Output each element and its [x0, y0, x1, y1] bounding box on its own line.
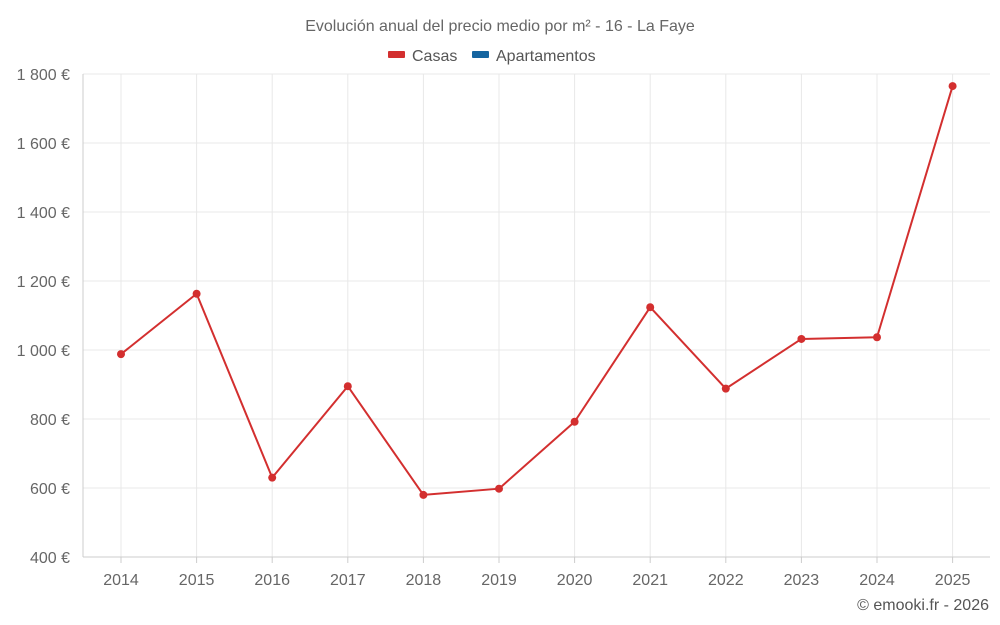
data-point[interactable] — [419, 490, 428, 499]
y-tick-label: 600 € — [30, 481, 70, 498]
x-tick-label: 2023 — [784, 572, 820, 589]
y-tick-label: 1 000 € — [17, 343, 70, 360]
grid — [83, 73, 990, 557]
y-tick-label: 1 200 € — [17, 274, 70, 291]
y-tick-label: 800 € — [30, 412, 70, 429]
axes — [82, 74, 990, 563]
data-point[interactable] — [721, 384, 730, 393]
legend-item-apartamentos[interactable]: Apartamentos — [472, 48, 596, 65]
legend-item-casas[interactable]: Casas — [388, 48, 457, 65]
data-point[interactable] — [570, 417, 579, 426]
y-tick-label: 1 400 € — [17, 205, 70, 222]
y-axis-ticks: 400 € 600 € 800 € 1 000 € 1 200 € 1 400 € 1 60… — [17, 67, 70, 567]
series-casas — [117, 82, 957, 499]
x-tick-label: 2018 — [406, 572, 442, 589]
series-line — [120, 85, 954, 496]
x-tick-label: 2017 — [330, 572, 366, 589]
data-point[interactable] — [797, 334, 806, 343]
legend-label-apartamentos: Apartamentos — [496, 48, 596, 65]
data-point[interactable] — [117, 350, 125, 359]
x-axis-ticks: 2014 2015 2016 2017 2018 2019 2020 2021 2022 2023… — [103, 572, 970, 589]
legend-swatch-apartamentos — [472, 51, 489, 58]
x-tick-label: 2020 — [557, 572, 593, 589]
legend: Casas Apartamentos — [388, 48, 596, 65]
data-point[interactable] — [343, 382, 352, 391]
footer-credit: © emooki.fr - 2026 — [857, 597, 989, 614]
x-tick-label: 2016 — [254, 572, 290, 589]
legend-swatch-casas — [388, 51, 405, 58]
x-tick-label: 2025 — [935, 572, 971, 589]
data-point[interactable] — [948, 82, 957, 91]
x-tick-label: 2014 — [103, 572, 139, 589]
chart-title: Evolución anual del precio medio por m² … — [305, 18, 695, 35]
data-point[interactable] — [268, 473, 277, 482]
x-tick-label: 2015 — [179, 572, 215, 589]
data-point[interactable] — [646, 303, 655, 312]
x-tick-label: 2021 — [632, 572, 668, 589]
legend-label-casas: Casas — [412, 48, 457, 65]
data-point[interactable] — [873, 333, 881, 342]
x-tick-label: 2022 — [708, 572, 744, 589]
x-tick-label: 2019 — [481, 572, 517, 589]
x-tick-label: 2024 — [859, 572, 895, 589]
y-tick-label: 1 600 € — [17, 136, 70, 153]
y-tick-label: 400 € — [30, 550, 70, 567]
data-point[interactable] — [192, 289, 201, 298]
data-point[interactable] — [495, 484, 503, 493]
y-tick-label: 1 800 € — [17, 67, 70, 84]
